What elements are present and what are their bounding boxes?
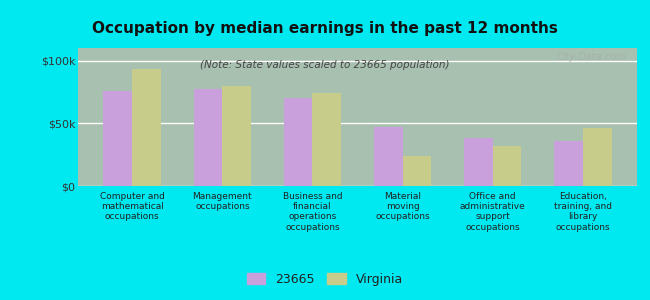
Bar bbox=[493, 146, 521, 186]
Bar bbox=[283, 98, 313, 186]
Bar bbox=[402, 156, 432, 186]
Legend: 23665, Virginia: 23665, Virginia bbox=[242, 268, 408, 291]
Text: Occupation by median earnings in the past 12 months: Occupation by median earnings in the pas… bbox=[92, 21, 558, 36]
Bar bbox=[103, 91, 132, 186]
Bar bbox=[132, 69, 161, 186]
Bar bbox=[222, 85, 251, 186]
Text: (Note: State values scaled to 23665 population): (Note: State values scaled to 23665 popu… bbox=[200, 60, 450, 70]
Bar bbox=[313, 93, 341, 186]
Bar bbox=[554, 141, 583, 186]
Bar bbox=[583, 128, 612, 186]
Bar bbox=[194, 89, 222, 186]
Text: City-Data.com: City-Data.com bbox=[556, 52, 626, 62]
Bar bbox=[374, 127, 402, 186]
Bar bbox=[464, 138, 493, 186]
